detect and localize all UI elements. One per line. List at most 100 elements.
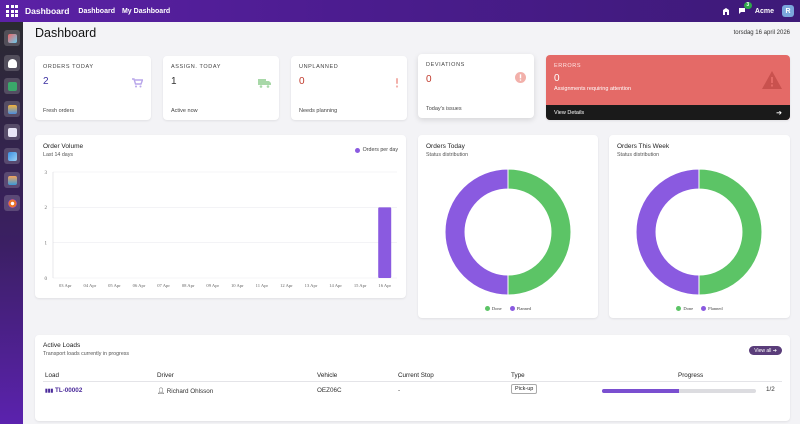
sidebar-app-1-icon[interactable] xyxy=(4,30,20,46)
orders-today-title: Orders Today xyxy=(426,143,465,150)
orders-today-subtitle: Status distribution xyxy=(426,152,469,158)
kpi-label: ASSIGN. TODAY xyxy=(171,64,221,70)
legend-planned: Planned xyxy=(509,306,531,311)
col-progress[interactable]: Progress xyxy=(678,372,704,379)
view-all-button[interactable]: View all ➔ xyxy=(749,346,782,355)
orders-today-card: Orders Today Status distribution Done Pl… xyxy=(418,135,598,318)
alert-circle-icon xyxy=(515,72,526,86)
kpi-sub: Active now xyxy=(171,108,198,114)
chat-icon[interactable]: 3 xyxy=(738,2,752,15)
sidebar-app-2-icon[interactable] xyxy=(4,55,20,71)
orders-week-card: Orders This Week Status distribution Don… xyxy=(609,135,790,318)
arrow-right-icon: ➔ xyxy=(776,109,782,117)
app-title[interactable]: Dashboard xyxy=(25,6,70,16)
page-title: Dashboard xyxy=(35,26,97,40)
cart-icon xyxy=(132,78,144,91)
y-tick-label: 2 xyxy=(45,206,48,211)
load-icon: ▮▮▮ xyxy=(45,388,54,394)
active-loads-card: Active Loads Transport loads currently i… xyxy=(35,335,790,421)
errors-sub: Assignments requiring attention xyxy=(554,86,632,92)
nav-my-dashboard[interactable]: My Dashboard xyxy=(121,7,171,15)
legend-done: Done xyxy=(484,306,502,311)
donut-slice-done xyxy=(698,168,763,296)
vehicle-cell: OEZ06C xyxy=(317,387,342,394)
donut-slice-planned xyxy=(444,168,509,296)
top-right-tools: 3 Acme R xyxy=(722,0,794,22)
order-volume-title: Order Volume xyxy=(43,143,84,150)
view-details-label: View Details xyxy=(554,109,585,116)
sidebar-app-4-icon[interactable] xyxy=(4,101,20,117)
chat-badge: 3 xyxy=(743,2,752,9)
col-load[interactable]: Load xyxy=(45,372,60,379)
company-name[interactable]: Acme xyxy=(754,7,774,15)
errors-label: ERRORS xyxy=(554,63,582,69)
progress-fill xyxy=(602,389,679,393)
sidebar-app-7-icon[interactable] xyxy=(4,172,20,188)
active-loads-title: Active Loads xyxy=(43,342,81,349)
exclamation-icon xyxy=(395,78,399,91)
sidebar-app-5-icon[interactable] xyxy=(4,124,20,140)
x-tick-label: 16 Apr xyxy=(378,283,391,288)
orders-today-donut xyxy=(444,168,572,296)
x-tick-label: 14 Apr xyxy=(329,283,342,288)
x-tick-label: 04 Apr xyxy=(84,283,97,288)
x-tick-label: 08 Apr xyxy=(182,283,195,288)
kpi-sub: Today's issues xyxy=(426,106,462,112)
orders-week-legend: Done Planned xyxy=(609,306,790,311)
user-icon: 👤︎ xyxy=(157,388,165,395)
col-driver[interactable]: Driver xyxy=(157,372,174,379)
warning-triangle-icon xyxy=(762,71,782,94)
main-content: Dashboard torsdag 16 april 2026 ORDERS T… xyxy=(23,22,800,424)
donut-slice-done xyxy=(507,168,572,296)
legend-swatch xyxy=(354,147,360,153)
building-icon[interactable] xyxy=(722,7,730,15)
orders-week-donut xyxy=(635,168,763,296)
order-volume-subtitle: Last 14 days xyxy=(43,152,74,158)
x-tick-label: 06 Apr xyxy=(133,283,146,288)
kpi-card-assign-today[interactable]: ASSIGN. TODAY 1 Active now xyxy=(163,56,279,120)
legend-done: Done xyxy=(676,306,693,311)
col-vehicle[interactable]: Vehicle xyxy=(317,372,338,379)
kpi-value: 0 xyxy=(426,74,432,85)
top-bar: Dashboard Dashboard My Dashboard 3 Acme … xyxy=(0,0,800,22)
col-type[interactable]: Type xyxy=(511,372,525,379)
app-sidebar xyxy=(0,22,23,424)
y-tick-label: 3 xyxy=(45,171,48,176)
legend-label: Orders per day xyxy=(362,147,398,153)
avatar[interactable]: R xyxy=(782,5,794,17)
kpi-card-orders-today[interactable]: ORDERS TODAY 2 Fresh orders xyxy=(35,56,151,120)
kpi-label: ORDERS TODAY xyxy=(43,64,94,70)
x-tick-label: 05 Apr xyxy=(108,283,121,288)
nav-dashboard[interactable]: Dashboard xyxy=(78,7,115,15)
truck-icon xyxy=(258,78,271,91)
x-tick-label: 09 Apr xyxy=(206,283,219,288)
bar xyxy=(378,207,392,278)
kpi-sub: Needs planning xyxy=(299,108,338,114)
kpi-card-deviations[interactable]: DEVIATIONS 0 Today's issues xyxy=(418,54,534,118)
progress-bar xyxy=(602,389,756,393)
sidebar-app-8-icon[interactable] xyxy=(4,195,20,211)
legend-planned: Planned xyxy=(701,306,723,311)
sidebar-app-6-icon[interactable] xyxy=(4,148,20,164)
errors-value: 0 xyxy=(554,73,560,84)
kpi-value: 1 xyxy=(171,76,177,87)
x-tick-label: 11 Apr xyxy=(256,283,269,288)
col-current-stop[interactable]: Current Stop xyxy=(398,372,434,379)
kpi-value: 2 xyxy=(43,76,49,87)
x-tick-label: 07 Apr xyxy=(157,283,170,288)
view-details-link[interactable]: View Details ➔ xyxy=(546,105,790,120)
x-tick-label: 10 Apr xyxy=(231,283,244,288)
order-volume-chart: 0 1 2 3 03 Apr 04 Apr 05 Apr 06 Apr 07 Apr 08 Apr… xyxy=(45,171,397,288)
errors-card[interactable]: ERRORS 0 Assignments requiring attention… xyxy=(546,55,790,120)
x-tick-label: 03 Apr xyxy=(59,283,72,288)
app-grid-icon[interactable] xyxy=(6,5,18,17)
kpi-label: UNPLANNED xyxy=(299,64,339,70)
load-link[interactable]: ▮▮▮ TL-00002 xyxy=(45,387,83,394)
donut-slice-planned xyxy=(635,168,700,296)
sidebar-app-3-icon[interactable] xyxy=(4,78,20,94)
x-tick-label: 13 Apr xyxy=(305,283,318,288)
type-badge: Pick-up xyxy=(511,384,538,394)
kpi-value: 0 xyxy=(299,76,305,87)
progress-text: 1/2 xyxy=(766,386,775,393)
kpi-card-unplanned[interactable]: UNPLANNED 0 Needs planning xyxy=(291,56,407,120)
